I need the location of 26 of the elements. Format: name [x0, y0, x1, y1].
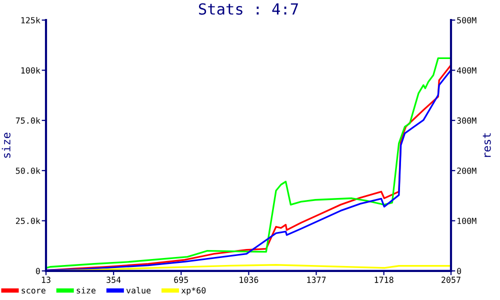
y2-tick-label: 500M: [457, 17, 476, 24]
y-tick-label: 100k: [21, 67, 40, 74]
y-tick-label: 25.0k: [16, 218, 40, 224]
y2-tick-label: 200M: [457, 168, 476, 174]
x-tick-label: 354: [106, 276, 121, 283]
y-axis-title: size: [2, 132, 10, 158]
y-tick-label: 0: [36, 268, 40, 274]
legend-label: score: [22, 288, 46, 294]
x-tick-label: 2057: [442, 276, 460, 283]
y2-tick-label: 100M: [458, 218, 476, 224]
y2-tick-label: 300M: [457, 117, 476, 124]
x-tick-label: 1377: [307, 276, 326, 283]
x-tick-label: 695: [174, 276, 188, 283]
y2-tick-label: 0: [457, 268, 462, 274]
y2-tick-label: 400M: [456, 67, 476, 74]
y-tick-label: 75.0k: [16, 117, 40, 124]
y2-axis-title: rest: [482, 133, 491, 157]
legend-label: value: [126, 287, 151, 294]
y-tick-label: 50.0k: [16, 167, 40, 174]
x-tick-label: 1718: [374, 276, 394, 283]
x-tick-label: 1036: [240, 276, 258, 283]
chart-title: Stats : 4:7: [198, 3, 298, 15]
legend-label: size: [76, 287, 96, 294]
y-tick-label: 125k: [21, 16, 40, 24]
x-tick-label: 13: [42, 276, 50, 283]
legend-label: xp*60: [181, 287, 206, 296]
